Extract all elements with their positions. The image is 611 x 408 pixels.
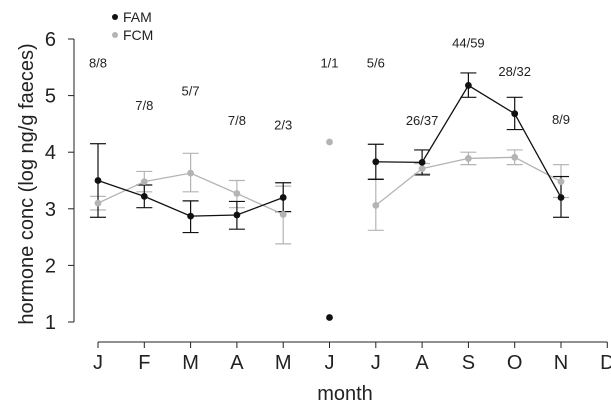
series-lines [97,84,562,217]
sample-size-label: 7/8 [228,113,246,128]
axes: 1 2 3 4 5 6 J F M A M J J A S O N D [45,29,611,374]
fcm-point [511,153,519,161]
x-tick-label: M [182,352,199,374]
data-points [94,82,565,321]
x-tick-label: A [415,352,429,374]
x-tick-label: J [325,352,335,374]
sample-size-label: 5/6 [367,55,385,70]
x-axis-title: month [317,383,373,405]
fam-point [94,177,102,184]
error-bars [90,72,569,245]
sample-size-label: 1/1 [320,55,338,70]
y-tick-label: 3 [45,199,56,221]
fam-point [279,194,287,201]
sample-size-labels: 8/8 7/8 5/7 7/8 2/3 1/1 5/6 26/37 44/59 28/32 8/9 [89,35,570,132]
x-tick-label: O [507,352,523,374]
fam-point [187,212,195,220]
fam-point [233,211,241,219]
sample-size-label: 44/59 [452,35,485,50]
y-tick-label: 6 [45,29,56,51]
y-tick-label: 5 [45,86,56,108]
sample-size-label: 5/7 [182,84,200,99]
fam-point [372,158,380,166]
fcm-point [418,165,426,173]
fcm-point [140,178,148,186]
x-tick-label: F [138,352,150,374]
fam-point [140,192,148,200]
x-tick-label: J [93,352,103,374]
fcm-point [557,178,565,186]
fcm-legend-marker [112,32,118,38]
fcm-point [279,211,287,218]
fcm-point [372,202,380,209]
fam-point [465,82,472,89]
fcm-point [465,155,472,162]
x-tick-label: A [230,352,244,374]
sample-size-label: 7/8 [135,98,153,113]
fam-point [326,314,333,321]
sample-size-label: 2/3 [274,118,292,133]
fam-point [511,110,519,118]
fam-series-line [375,84,562,198]
sample-size-label: 26/37 [406,113,439,128]
fam-legend-label: FAM [123,9,152,25]
y-axis-title: hormone conc (log ng/g faeces) [16,43,38,324]
fcm-point [233,190,241,197]
x-tick-label: D [600,352,611,374]
y-tick-label: 1 [45,312,56,334]
sample-size-label: 8/8 [89,55,107,70]
fcm-point [326,138,333,146]
x-tick-label: J [371,352,381,374]
x-tick-label: N [554,352,568,374]
fcm-point [94,199,102,207]
fam-point [418,158,426,166]
y-tick-label: 4 [45,142,56,164]
x-tick-label: M [275,352,292,374]
sample-size-label: 28/32 [498,64,531,79]
fcm-legend-label: FCM [123,27,153,43]
sample-size-label: 8/9 [552,112,570,127]
y-tick-label: 2 [45,255,56,277]
legend: FAM FCM [112,9,153,43]
fam-point [557,194,565,201]
x-tick-label: S [462,352,475,374]
fcm-point [187,169,195,177]
fam-legend-marker [112,14,118,20]
